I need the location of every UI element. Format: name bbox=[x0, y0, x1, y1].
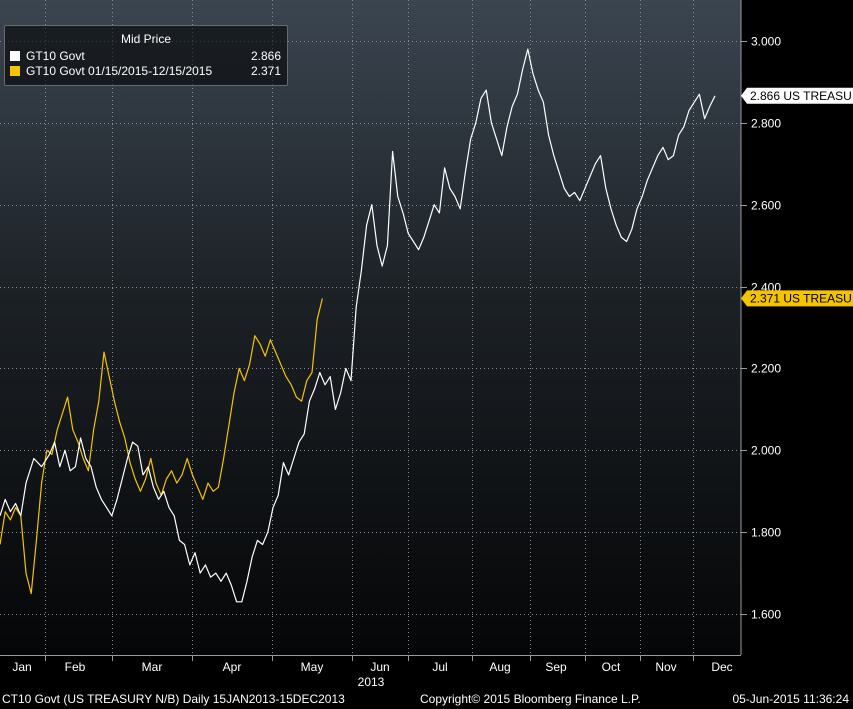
x-tick-label: Jul bbox=[432, 660, 447, 674]
x-tick-label: Mar bbox=[142, 660, 163, 674]
y-tick-label: 1.800 bbox=[751, 526, 781, 540]
legend-entry-current: GT10 Govt 2.866 bbox=[5, 49, 287, 63]
x-year-label: 2013 bbox=[358, 675, 385, 689]
x-tick-label: Feb bbox=[65, 660, 86, 674]
x-tick-label: Jan bbox=[12, 660, 31, 674]
footer-timestamp: 05-Jun-2015 11:36:24 bbox=[732, 692, 849, 706]
legend-entry-name: GT10 Govt 01/15/2015-12/15/2015 bbox=[26, 64, 213, 78]
footer-security-info: CT10 Govt (US TREASURY N/B) Daily 15JAN2… bbox=[2, 692, 345, 706]
y-tick-label: 2.800 bbox=[751, 117, 781, 131]
legend: Mid Price GT10 Govt 2.866 GT10 Govt 01/1… bbox=[4, 25, 288, 86]
legend-entry-name: GT10 Govt bbox=[26, 49, 85, 63]
y-tick-label: 3.000 bbox=[751, 35, 781, 49]
legend-entry-comparison: GT10 Govt 01/15/2015-12/15/2015 2.371 bbox=[5, 64, 287, 78]
legend-entry-value: 2.866 bbox=[250, 49, 281, 63]
end-label-tag bbox=[741, 290, 853, 307]
x-tick-label: Nov bbox=[655, 660, 676, 674]
price-chart: 1.6001.8002.0002.2002.4002.6002.8003.000… bbox=[0, 0, 853, 689]
x-tick-label: May bbox=[301, 660, 324, 674]
legend-title: Mid Price bbox=[120, 32, 171, 46]
footer-bar: CT10 Govt (US TREASURY N/B) Daily 15JAN2… bbox=[0, 689, 853, 709]
end-labels: 2.866 US TREASU 2.371 US TREASU bbox=[741, 87, 853, 307]
x-axis: Jan Feb Mar Apr May Jun Jul Aug Sep Oct Nov Dec 2013 bbox=[0, 655, 741, 689]
legend-entry-value: 2.371 bbox=[250, 64, 281, 78]
x-tick-label: Apr bbox=[223, 660, 242, 674]
legend-swatch-yellow bbox=[10, 66, 20, 76]
end-label-tag bbox=[741, 87, 853, 104]
series-line-current bbox=[0, 48, 716, 603]
y-tick-label: 2.600 bbox=[751, 199, 781, 213]
x-tick-label: Jun bbox=[370, 660, 389, 674]
legend-swatch-white bbox=[10, 51, 20, 61]
y-axis-panel bbox=[741, 0, 853, 655]
y-tick-label: 2.000 bbox=[751, 444, 781, 458]
y-tick-label: 1.600 bbox=[751, 608, 781, 622]
footer-copyright: Copyright© 2015 Bloomberg Finance L.P. bbox=[420, 692, 641, 706]
series-layer bbox=[0, 48, 716, 603]
y-tick-label: 2.200 bbox=[751, 362, 781, 376]
end-label-text: 2.866 US TREASU bbox=[750, 89, 852, 103]
x-tick-label: Sep bbox=[545, 660, 567, 674]
plot-background bbox=[0, 0, 741, 655]
end-label-text: 2.371 US TREASU bbox=[750, 291, 852, 305]
x-tick-label: Oct bbox=[602, 660, 621, 674]
x-tick-label: Dec bbox=[711, 660, 732, 674]
x-axis-panel bbox=[0, 655, 853, 689]
x-tick-label: Aug bbox=[489, 660, 510, 674]
